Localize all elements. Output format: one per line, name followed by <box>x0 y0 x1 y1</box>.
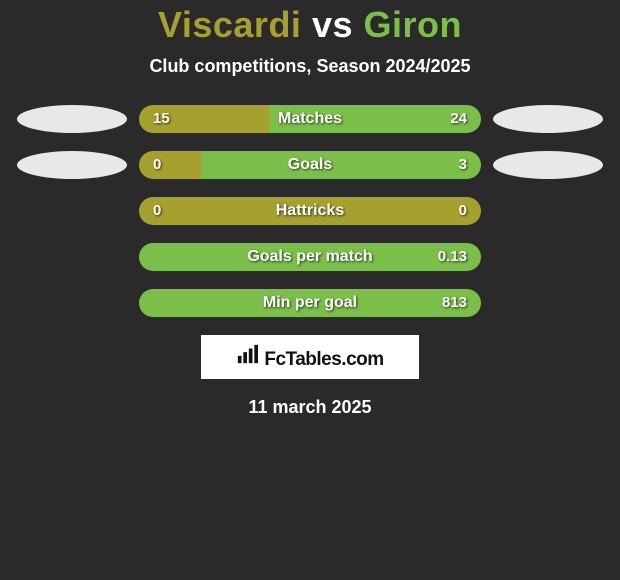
stat-value-right: 3 <box>459 151 467 179</box>
player-ellipse-left <box>17 105 127 133</box>
title-vs: vs <box>312 4 364 45</box>
stat-label: Goals <box>139 151 481 179</box>
title-left-player: Viscardi <box>158 4 301 45</box>
stat-label: Matches <box>139 105 481 133</box>
title-right-player: Giron <box>364 4 463 45</box>
stat-row: 0Goals3 <box>0 151 620 179</box>
stat-label: Min per goal <box>139 289 481 317</box>
stat-bar: 0Hattricks0 <box>139 197 481 225</box>
stat-label: Goals per match <box>139 243 481 271</box>
player-ellipse-left <box>17 151 127 179</box>
subtitle: Club competitions, Season 2024/2025 <box>0 56 620 77</box>
page-title: Viscardi vs Giron <box>0 4 620 46</box>
stat-row: Goals per match0.13 <box>0 243 620 271</box>
stat-value-right: 813 <box>442 289 467 317</box>
brand-text: FcTables.com <box>264 349 383 371</box>
stat-bar: Goals per match0.13 <box>139 243 481 271</box>
stat-bar: 0Goals3 <box>139 151 481 179</box>
stat-bar: 15Matches24 <box>139 105 481 133</box>
player-ellipse-right <box>493 105 603 133</box>
stat-value-right: 0 <box>459 197 467 225</box>
player-ellipse-right <box>493 151 603 179</box>
comparison-card: Viscardi vs Giron Club competitions, Sea… <box>0 0 620 418</box>
bar-chart-icon <box>236 343 258 365</box>
stat-row: Min per goal813 <box>0 289 620 317</box>
stat-row: 15Matches24 <box>0 105 620 133</box>
date-text: 11 march 2025 <box>0 397 620 418</box>
stat-label: Hattricks <box>139 197 481 225</box>
stat-row: 0Hattricks0 <box>0 197 620 225</box>
brand-box[interactable]: FcTables.com <box>201 335 419 379</box>
stat-value-right: 24 <box>450 105 467 133</box>
stats-area: 15Matches240Goals30Hattricks0Goals per m… <box>0 105 620 317</box>
stat-value-right: 0.13 <box>438 243 467 271</box>
stat-bar: Min per goal813 <box>139 289 481 317</box>
